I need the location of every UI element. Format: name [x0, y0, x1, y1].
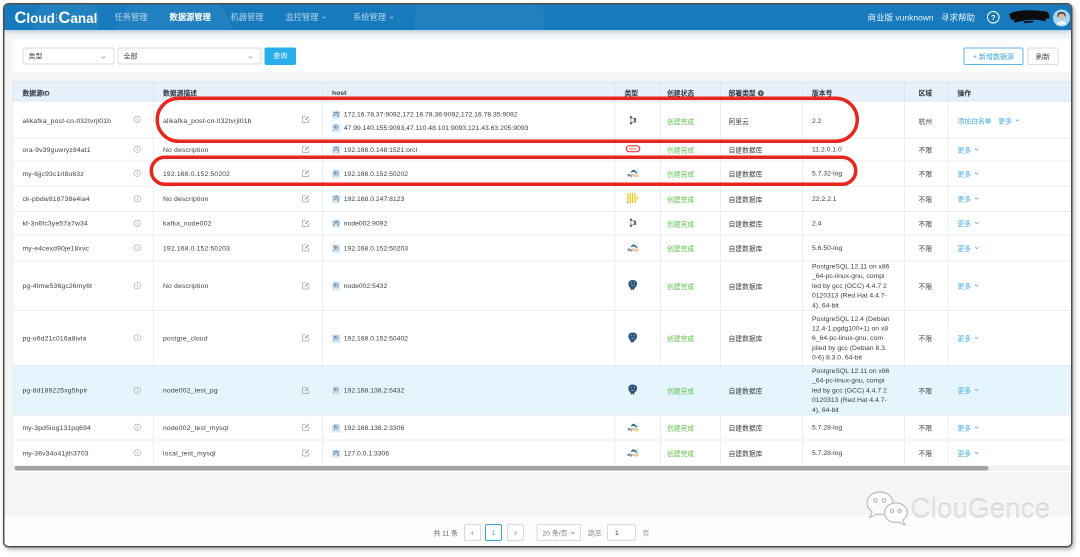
svg-text:SQL: SQL: [632, 427, 639, 431]
svg-text:?: ?: [759, 91, 762, 96]
svg-text:My: My: [627, 248, 632, 252]
svg-text:SQL: SQL: [632, 248, 639, 252]
svg-text:?: ?: [991, 13, 996, 22]
svg-text:ORCL: ORCL: [629, 147, 638, 151]
svg-text:My: My: [627, 453, 632, 457]
svg-text:My: My: [627, 173, 632, 177]
svg-text:SQL: SQL: [632, 453, 639, 457]
svg-text:My: My: [627, 427, 632, 431]
svg-text:SQL: SQL: [632, 173, 639, 177]
